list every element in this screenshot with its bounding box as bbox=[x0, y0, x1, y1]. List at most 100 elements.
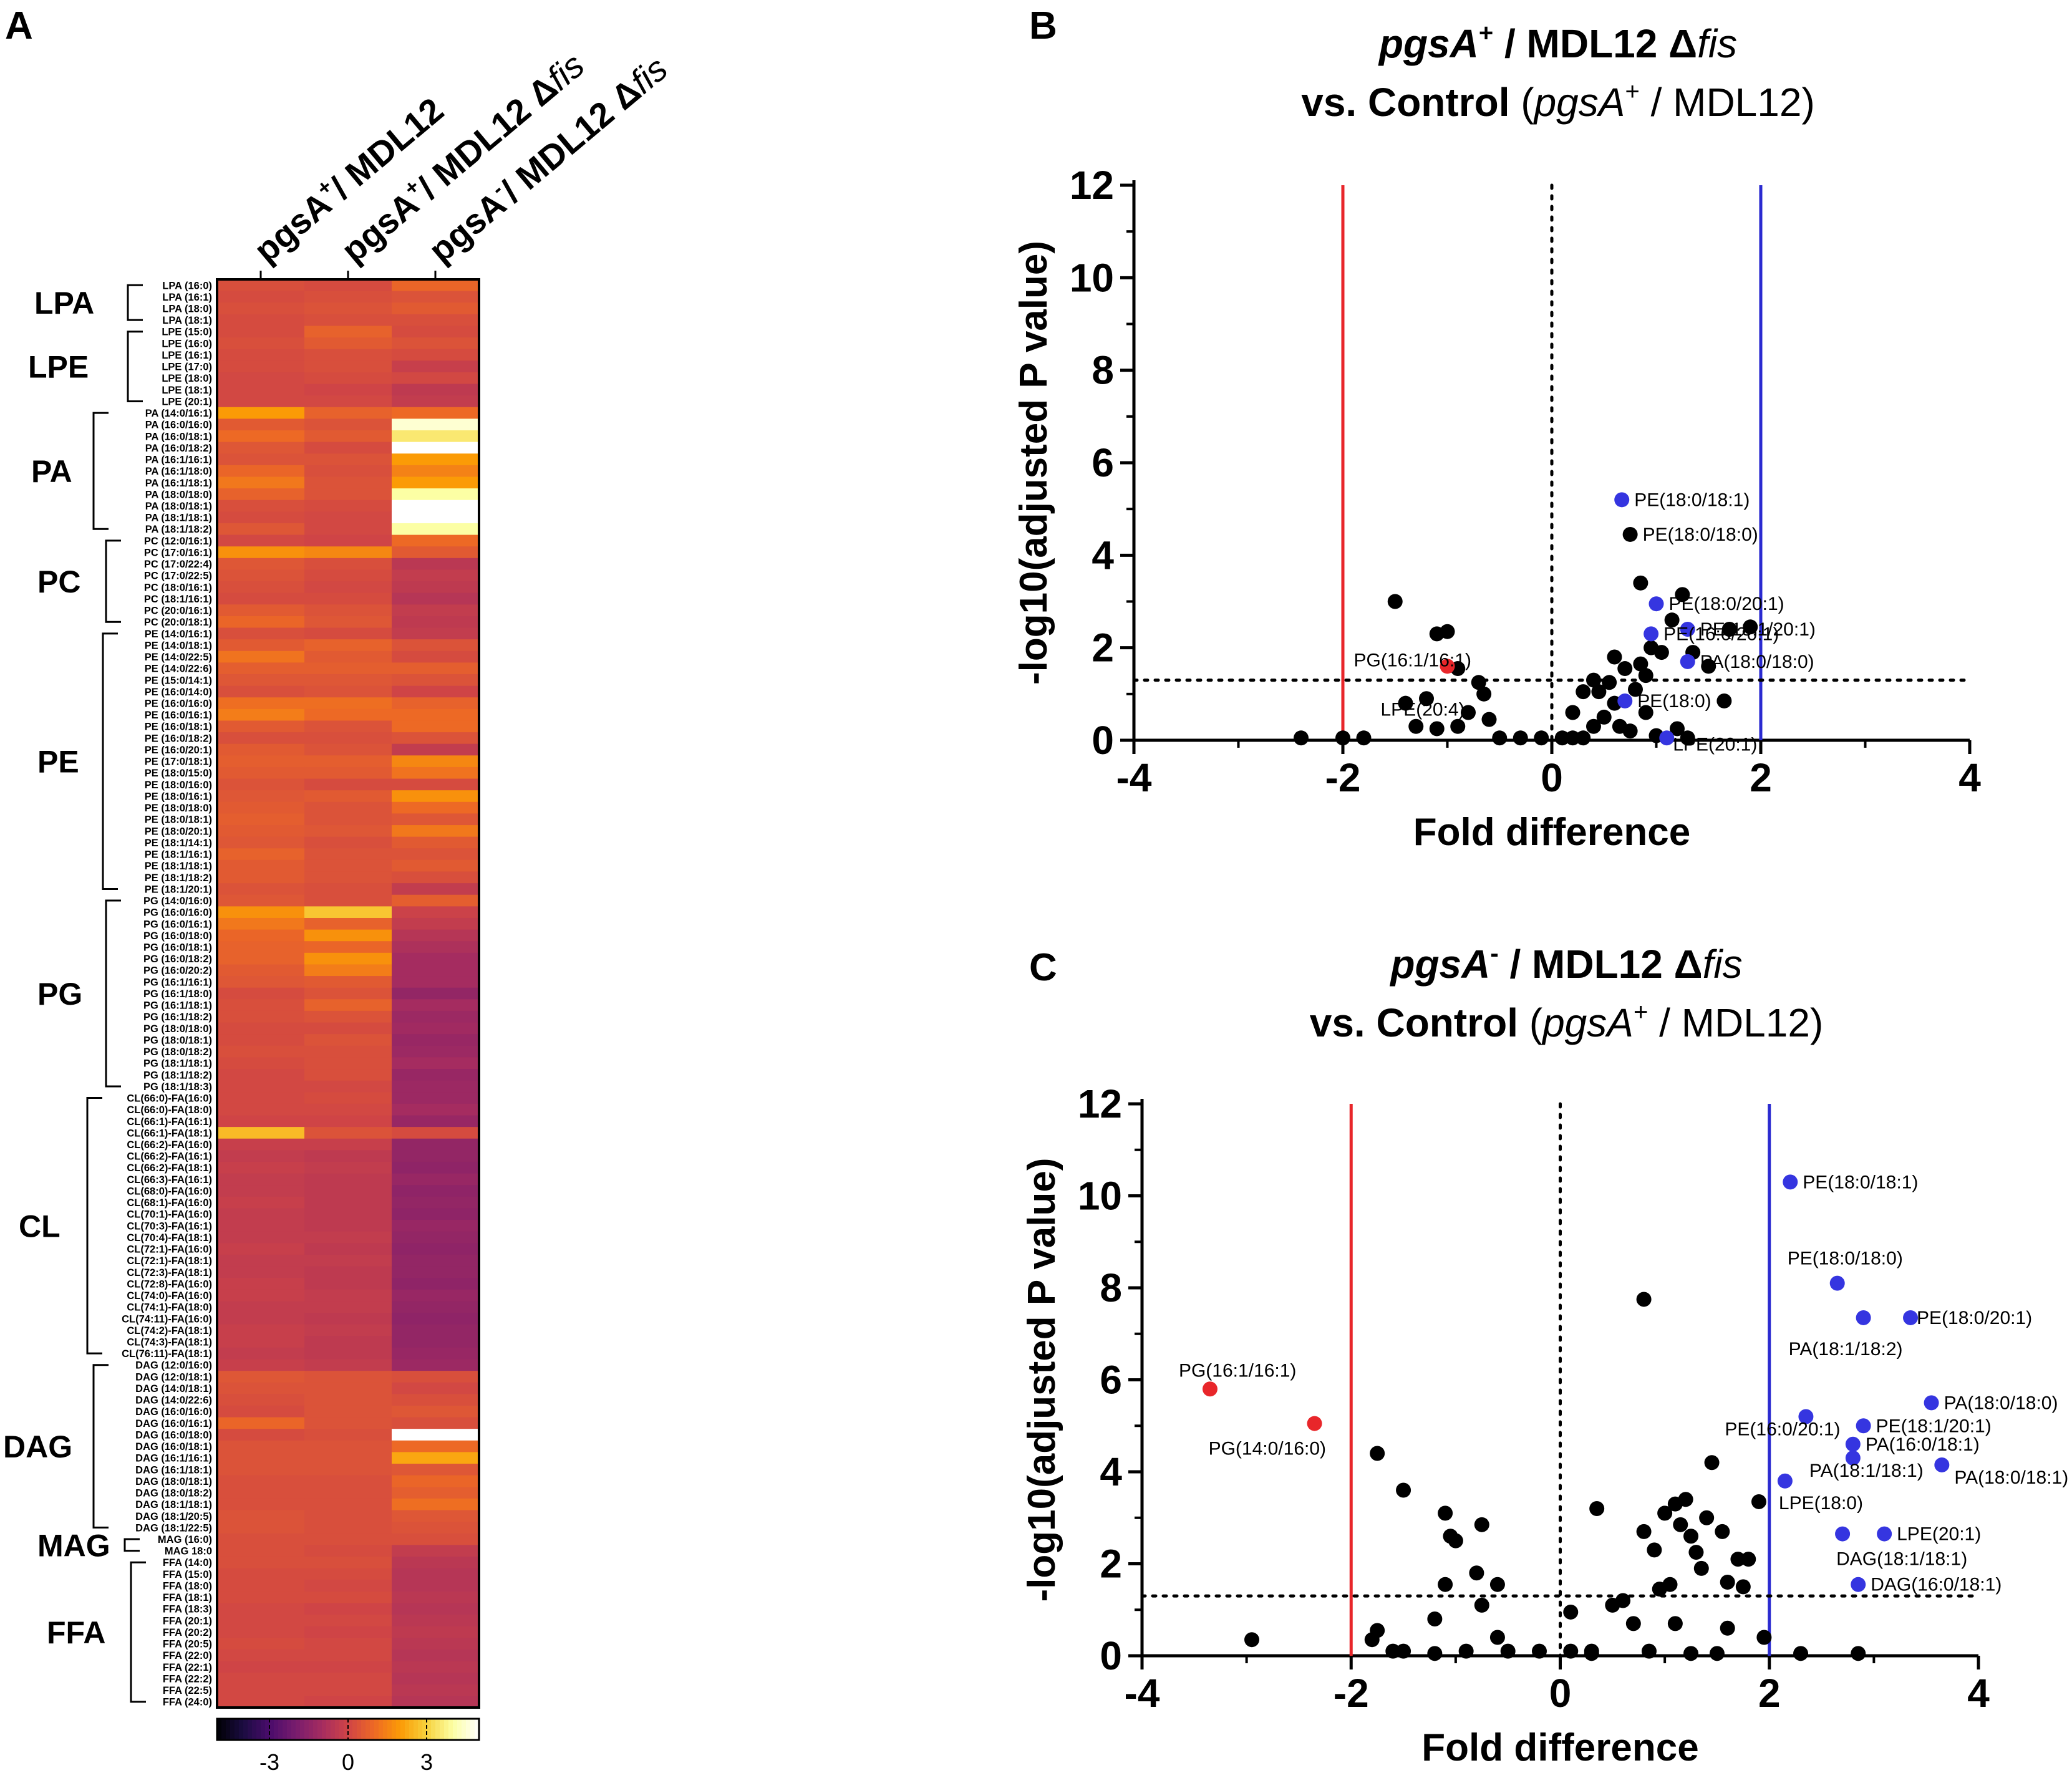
data-point bbox=[1586, 718, 1601, 734]
heatmap-cell bbox=[392, 1196, 480, 1209]
heatmap-cell bbox=[392, 1080, 480, 1093]
heatmap-cell bbox=[217, 883, 305, 896]
heatmap-cell bbox=[217, 1231, 305, 1244]
heatmap-cell bbox=[392, 1580, 480, 1592]
data-point bbox=[1653, 645, 1669, 660]
data-point bbox=[1576, 730, 1591, 746]
heatmap-cell bbox=[304, 1394, 392, 1406]
point-label: DAG(16:0/18:1) bbox=[1871, 1575, 2002, 1595]
row-label: FFA (18:0) bbox=[163, 1580, 212, 1592]
row-label: PG (16:0/18:0) bbox=[143, 930, 212, 942]
heatmap-cell bbox=[304, 1161, 392, 1174]
heatmap-cell bbox=[217, 976, 305, 988]
row-label: PE (16:0/14:0) bbox=[145, 687, 212, 698]
heatmap-cell bbox=[217, 1173, 305, 1186]
row-label: CL(72:1)-FA(18:1) bbox=[127, 1255, 212, 1267]
heatmap-cell bbox=[304, 1069, 392, 1081]
heatmap-cell bbox=[217, 929, 305, 942]
heatmap-cell bbox=[217, 372, 305, 385]
panel-label-c: C bbox=[1029, 946, 1057, 989]
heatmap-cell bbox=[304, 349, 392, 361]
heatmap-cell bbox=[304, 662, 392, 675]
heatmap-cell bbox=[304, 546, 392, 559]
heatmap-cell bbox=[392, 1545, 480, 1557]
heatmap-cell bbox=[392, 674, 480, 687]
heatmap-cell bbox=[304, 1034, 392, 1046]
group-label: LPE bbox=[28, 350, 89, 385]
row-label: CL(70:3)-FA(16:1) bbox=[127, 1220, 212, 1232]
heatmap-cell bbox=[392, 720, 480, 733]
point-label: PA(18:0/18:1) bbox=[1954, 1467, 2068, 1488]
heatmap-cell bbox=[392, 708, 480, 721]
point-label: LPE(20:1) bbox=[1897, 1524, 1981, 1545]
heatmap-cell bbox=[392, 825, 480, 838]
heatmap-cell bbox=[217, 314, 305, 326]
heatmap-cell bbox=[304, 1464, 392, 1476]
group-label: MAG bbox=[37, 1528, 110, 1563]
row-label: PA (16:0/16:0) bbox=[145, 420, 212, 431]
heatmap-cell bbox=[217, 674, 305, 687]
y-tick-label: 12 bbox=[1078, 1081, 1122, 1126]
row-label: PG (16:0/18:2) bbox=[143, 954, 212, 965]
data-point bbox=[1586, 672, 1601, 688]
heatmap-cell bbox=[304, 917, 392, 930]
colorbar-tick-label: 3 bbox=[420, 1749, 433, 1775]
row-label: PG (18:1/18:2) bbox=[143, 1070, 212, 1081]
highlight-point bbox=[1924, 1395, 1939, 1411]
highlight-point bbox=[1829, 1275, 1845, 1291]
heatmap-cell bbox=[304, 1649, 392, 1662]
heatmap-cell bbox=[217, 848, 305, 861]
row-label: FFA (22:5) bbox=[163, 1685, 212, 1696]
heatmap-cell bbox=[304, 1312, 392, 1325]
heatmap-cell bbox=[392, 500, 480, 512]
row-label: PA (18:1/18:1) bbox=[145, 513, 212, 524]
panel-label-b: B bbox=[1029, 4, 1057, 47]
row-label: CL(74:1)-FA(18:0) bbox=[127, 1302, 212, 1313]
row-label: DAG (18:1/20:5) bbox=[135, 1511, 212, 1522]
colorbar-segment bbox=[466, 1719, 471, 1740]
data-point bbox=[1735, 1579, 1751, 1595]
y-tick-label: 10 bbox=[1070, 255, 1114, 300]
colorbar-segment bbox=[418, 1719, 423, 1740]
row-label: CL(74:2)-FA(18:1) bbox=[127, 1325, 212, 1336]
heatmap-cell bbox=[304, 778, 392, 791]
row-label: CL(66:2)-FA(16:1) bbox=[127, 1151, 212, 1162]
heatmap-cell bbox=[392, 1127, 480, 1139]
row-label: FFA (20:5) bbox=[163, 1639, 212, 1650]
heatmap-cell bbox=[217, 743, 305, 756]
heatmap-cell bbox=[217, 1138, 305, 1151]
row-label: LPA (16:0) bbox=[162, 280, 212, 291]
heatmap-cell bbox=[392, 1231, 480, 1244]
heatmap-cell bbox=[392, 581, 480, 594]
heatmap-cell bbox=[304, 825, 392, 838]
heatmap-cell bbox=[217, 407, 305, 419]
data-point bbox=[1605, 1597, 1620, 1613]
colorbar-segment bbox=[405, 1719, 410, 1740]
row-label: PA (16:1/16:1) bbox=[145, 455, 212, 466]
data-point bbox=[1617, 661, 1633, 677]
point-label: PE(18:0/20:1) bbox=[1669, 594, 1784, 614]
heatmap-cell bbox=[304, 569, 392, 582]
row-label: CL(66:0)-FA(18:0) bbox=[127, 1104, 212, 1116]
data-point bbox=[1693, 1560, 1709, 1576]
row-label: PE (14:0/22:6) bbox=[145, 664, 212, 675]
heatmap-cell bbox=[392, 848, 480, 861]
row-label: PA (18:1/18:2) bbox=[145, 524, 212, 535]
heatmap-cell bbox=[217, 1696, 305, 1708]
heatmap-cell bbox=[392, 1382, 480, 1394]
data-point bbox=[1793, 1646, 1809, 1661]
heatmap-cell bbox=[304, 1603, 392, 1615]
row-label: PA (18:0/18:1) bbox=[145, 501, 212, 512]
colorbar-tick-label: 0 bbox=[342, 1749, 354, 1775]
heatmap-cell bbox=[217, 1371, 305, 1383]
row-label: LPA (18:0) bbox=[162, 304, 212, 315]
heatmap-cell bbox=[217, 1580, 305, 1592]
row-label: PC (20:0/16:1) bbox=[144, 606, 212, 617]
data-point bbox=[1481, 712, 1497, 727]
heatmap-cell bbox=[217, 1069, 305, 1081]
heatmap-cell bbox=[392, 592, 480, 605]
heatmap-cell bbox=[392, 546, 480, 559]
data-point bbox=[1716, 693, 1732, 708]
row-label: PE (18:1/20:1) bbox=[145, 884, 212, 895]
heatmap-cell bbox=[217, 790, 305, 803]
